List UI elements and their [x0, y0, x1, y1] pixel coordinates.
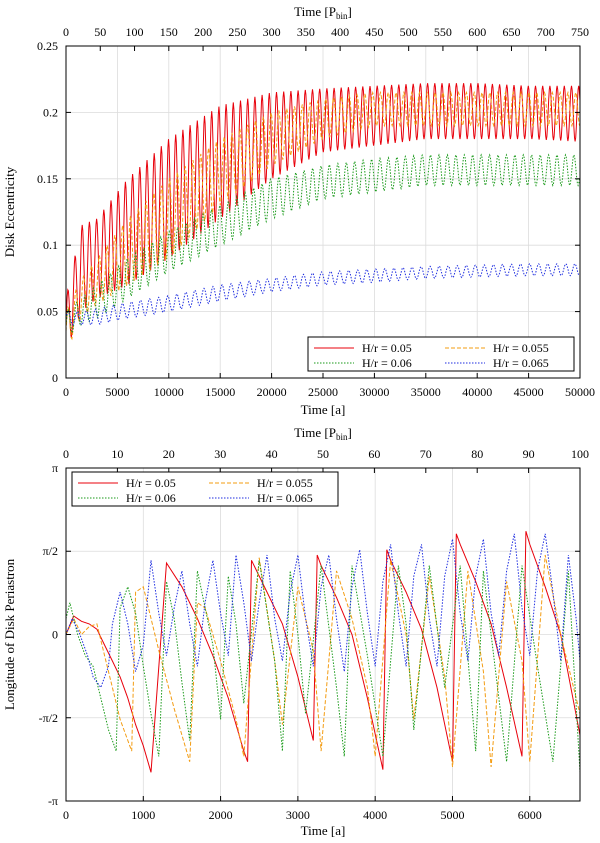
legend-box	[71, 471, 339, 507]
legend-label: H/r = 0.05	[126, 476, 176, 490]
legend-label: H/r = 0.065	[493, 356, 549, 370]
series-group	[65, 531, 581, 773]
legend-label: H/r = 0.065	[257, 491, 313, 505]
x-tick-label: 50000	[565, 385, 595, 399]
y-tick-label: -π/2	[39, 711, 58, 725]
y-tick-label: 0.2	[43, 105, 58, 119]
y-axis-label: Disk Eccentricity	[2, 166, 17, 257]
series-line-2	[65, 560, 581, 773]
series-line-3	[65, 263, 580, 326]
x2-tick-label: 550	[434, 25, 452, 39]
legend: H/r = 0.05 H/r = 0.055 H/r = 0.06 H/r = 0.0…	[307, 336, 575, 372]
y-tick-label: 0.1	[43, 238, 58, 252]
y-tick-label: 0.05	[37, 305, 58, 319]
x2-tick-label: 250	[228, 25, 246, 39]
x-tick-label: 30000	[359, 385, 389, 399]
y-tick-label: 0.15	[37, 172, 58, 186]
legend-label: H/r = 0.06	[126, 491, 176, 505]
x-tick-label: 6000	[518, 808, 542, 822]
x2-tick-label: 400	[331, 25, 349, 39]
legend-label: H/r = 0.055	[257, 476, 313, 490]
x-tick-label: 4000	[363, 808, 387, 822]
series-line-0	[65, 531, 581, 773]
x-axis-label: Time [a]	[301, 402, 346, 417]
legend: H/r = 0.05 H/r = 0.055 H/r = 0.06 H/r = 0.0…	[71, 471, 339, 507]
x-tick-label: 1000	[131, 808, 155, 822]
grid	[65, 45, 581, 379]
y-tick-label: π/2	[43, 544, 58, 558]
y-tick-label: -π	[48, 794, 58, 808]
legend-box	[307, 336, 575, 372]
x2-tick-label: 100	[126, 25, 144, 39]
series-line-1	[65, 90, 581, 341]
y-tick-label: 0	[52, 628, 58, 642]
x-tick-label: 0	[63, 808, 69, 822]
y-tick-label: 0	[52, 371, 58, 385]
x2-tick-label: 70	[420, 447, 432, 461]
x2-tick-label: 100	[571, 447, 589, 461]
eccentricity-chart: 0 5000 10000 15000 20000 25000 30000 35000 40000…	[2, 4, 595, 417]
legend-label: H/r = 0.06	[362, 356, 412, 370]
legend-label: H/r = 0.055	[493, 341, 549, 355]
x2-tick-label: 80	[471, 447, 483, 461]
x-tick-label: 10000	[154, 385, 184, 399]
grid	[65, 467, 580, 802]
x2-tick-label: 40	[266, 447, 278, 461]
x2-tick-label: 90	[523, 447, 535, 461]
x-tick-label: 45000	[514, 385, 544, 399]
x-tick-label: 5000	[105, 385, 129, 399]
x2-tick-label: 150	[160, 25, 178, 39]
x-tick-label: 25000	[308, 385, 338, 399]
y-axis-label: Longitude of Disk Periastron	[2, 558, 17, 710]
top-x-axis-label: Time [Pbin]	[294, 425, 352, 442]
x2-tick-label: 650	[502, 25, 520, 39]
series-line-2	[65, 153, 580, 334]
y-tick-label: π	[52, 461, 58, 475]
x2-tick-label: 600	[468, 25, 486, 39]
top-x-axis-label: Time [Pbin]	[294, 4, 352, 21]
x-tick-label: 20000	[257, 385, 287, 399]
x2-tick-label: 700	[537, 25, 555, 39]
x-tick-label: 15000	[205, 385, 235, 399]
x-tick-label: 5000	[440, 808, 464, 822]
ticks: 0 5000 10000 15000 20000 25000 30000 35000 40000…	[37, 25, 595, 399]
series-line-1	[65, 554, 581, 768]
x-tick-label: 3000	[286, 808, 310, 822]
x2-tick-label: 30	[214, 447, 226, 461]
x2-tick-label: 350	[297, 25, 315, 39]
x-tick-label: 40000	[462, 385, 492, 399]
x2-tick-label: 0	[63, 447, 69, 461]
x2-tick-label: 200	[194, 25, 212, 39]
series-line-3	[65, 533, 581, 689]
x2-tick-label: 50	[317, 447, 329, 461]
x2-tick-label: 10	[111, 447, 123, 461]
x2-tick-label: 20	[163, 447, 175, 461]
x2-tick-label: 500	[400, 25, 418, 39]
x2-tick-label: 450	[365, 25, 383, 39]
x2-tick-label: 300	[263, 25, 281, 39]
series-group	[65, 83, 581, 341]
x2-tick-label: 60	[368, 447, 380, 461]
x2-tick-label: 50	[94, 25, 106, 39]
x2-tick-label: 750	[571, 25, 589, 39]
y-tick-label: 0.25	[37, 39, 58, 53]
x-tick-label: 0	[63, 385, 69, 399]
legend-label: H/r = 0.05	[362, 341, 412, 355]
x-axis-label: Time [a]	[301, 823, 346, 838]
x-tick-label: 35000	[411, 385, 441, 399]
x-tick-label: 2000	[209, 808, 233, 822]
x2-tick-label: 0	[63, 25, 69, 39]
